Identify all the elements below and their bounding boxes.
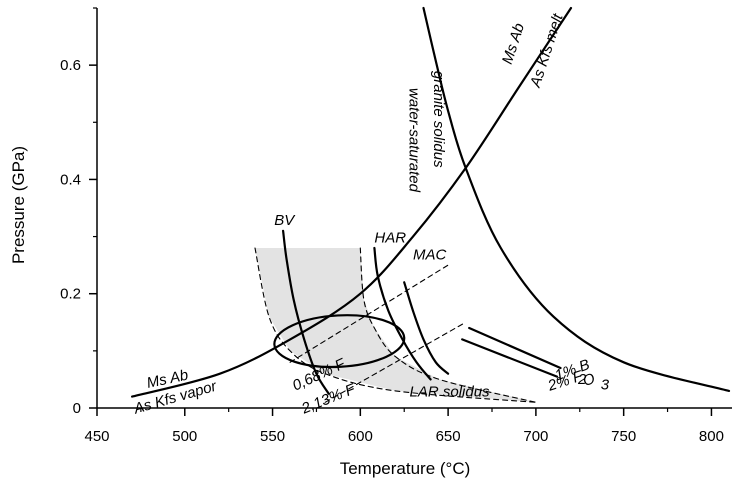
curve-lar-solidus-lower [254,247,537,403]
axes: 450 500 550 600 650 700 750 800 0 0.2 0.4 0.6 [60,7,732,445]
annotation-label: water-saturated [406,88,423,193]
curve-lar-solidus-upper [359,247,537,403]
ellipse-marker [273,314,406,369]
y-tick-label: 0.2 [60,286,81,303]
x-tick-label: 750 [611,428,636,445]
x-tick-label: 650 [436,428,461,445]
curve-mac [403,281,450,375]
curve-b2o3 [468,326,562,370]
ellipse-region [273,314,406,369]
lar-field [255,248,536,403]
curve-bv [282,229,330,395]
y-tick-label: 0 [73,400,81,417]
curves [131,6,731,403]
curve-f2 [461,338,559,378]
annotation-label: LAR solidus [410,384,491,401]
y-tick-label: 0.4 [60,171,81,188]
curve-water-saturated-granite-solidus [422,6,731,392]
x-tick-label: 600 [348,428,373,445]
curve-f068 [289,264,449,363]
annotation-label: HAR [374,229,406,246]
x-tick-label: 550 [260,428,285,445]
annotation-label: Ms Ab [499,21,528,66]
x-tick-label: 450 [84,428,109,445]
y-axis-title: Pressure (GPa) [9,146,28,264]
annotation-label: 3 [601,377,610,394]
curve-f213 [324,321,467,403]
annotation-label: MAC [413,246,447,263]
annotation-label: As Kfs melt [527,11,567,90]
annotation-label: granite solidus [430,71,447,168]
annotation-label: 2 [577,371,587,388]
x-tick-label: 500 [172,428,197,445]
x-tick-label: 700 [523,428,548,445]
y-tick-label: 0.6 [60,57,81,74]
annotation-label: 2% F [545,367,585,395]
curve-muscovite-breakdown [131,6,573,398]
x-axis-title: Temperature (°C) [340,459,471,478]
lar-field-shading [255,248,536,403]
annotation-label: BV [274,212,296,229]
x-tick-label: 800 [699,428,724,445]
